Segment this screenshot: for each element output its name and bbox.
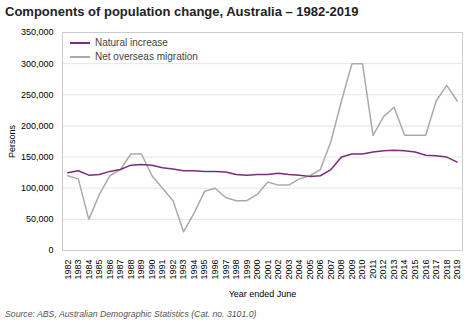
svg-text:1985: 1985 bbox=[94, 260, 104, 280]
html-text:Natural increase: Natural increase bbox=[95, 37, 168, 48]
svg-text:2002: 2002 bbox=[273, 260, 283, 280]
svg-text:150,000: 150,000 bbox=[21, 152, 54, 162]
svg-text:2006: 2006 bbox=[315, 260, 325, 280]
svg-text:50,000: 50,000 bbox=[26, 214, 54, 224]
svg-text:0: 0 bbox=[48, 245, 53, 255]
svg-text:300,000: 300,000 bbox=[21, 59, 54, 69]
svg-text:2018: 2018 bbox=[442, 260, 452, 280]
svg-text:2000: 2000 bbox=[252, 260, 262, 280]
svg-text:2004: 2004 bbox=[294, 260, 304, 280]
svg-text:2010: 2010 bbox=[357, 260, 367, 280]
svg-text:Year ended June: Year ended June bbox=[229, 289, 297, 299]
svg-text:1997: 1997 bbox=[221, 260, 231, 280]
svg-text:350,000: 350,000 bbox=[21, 27, 54, 37]
svg-text:1984: 1984 bbox=[84, 260, 94, 280]
svg-text:1991: 1991 bbox=[157, 260, 167, 280]
svg-text:2007: 2007 bbox=[326, 260, 336, 280]
svg-text:2005: 2005 bbox=[305, 260, 315, 280]
svg-text:2013: 2013 bbox=[389, 260, 399, 280]
html-text:Source: ABS, Australian Demogr: Source: ABS, Australian Demographic Stat… bbox=[5, 309, 257, 319]
svg-text:2015: 2015 bbox=[410, 260, 420, 280]
svg-text:1988: 1988 bbox=[126, 260, 136, 280]
svg-text:2019: 2019 bbox=[452, 260, 462, 280]
svg-text:1992: 1992 bbox=[168, 260, 178, 280]
svg-text:2003: 2003 bbox=[284, 260, 294, 280]
svg-text:2012: 2012 bbox=[378, 260, 388, 280]
svg-text:2008: 2008 bbox=[336, 260, 346, 280]
html-text:Components of population chang: Components of population change, Austral… bbox=[5, 4, 359, 19]
svg-text:1995: 1995 bbox=[199, 260, 209, 280]
svg-text:2001: 2001 bbox=[263, 260, 273, 280]
svg-text:1998: 1998 bbox=[231, 260, 241, 280]
svg-text:2014: 2014 bbox=[399, 260, 409, 280]
svg-text:2016: 2016 bbox=[421, 260, 431, 280]
svg-text:Persons: Persons bbox=[7, 124, 17, 158]
svg-text:100,000: 100,000 bbox=[21, 183, 54, 193]
html-text:Net overseas migration: Net overseas migration bbox=[95, 51, 198, 62]
svg-text:2011: 2011 bbox=[368, 260, 378, 279]
svg-text:1986: 1986 bbox=[105, 260, 115, 280]
svg-text:2017: 2017 bbox=[431, 260, 441, 280]
svg-text:1996: 1996 bbox=[210, 260, 220, 280]
svg-text:1983: 1983 bbox=[73, 260, 83, 280]
svg-text:1999: 1999 bbox=[242, 260, 252, 280]
svg-text:1987: 1987 bbox=[115, 260, 125, 280]
svg-text:250,000: 250,000 bbox=[21, 90, 54, 100]
svg-text:1994: 1994 bbox=[189, 260, 199, 280]
svg-text:1989: 1989 bbox=[136, 260, 146, 280]
svg-text:2009: 2009 bbox=[347, 260, 357, 280]
svg-text:1993: 1993 bbox=[178, 260, 188, 280]
svg-text:1982: 1982 bbox=[63, 260, 73, 280]
svg-text:1990: 1990 bbox=[147, 260, 157, 280]
svg-text:200,000: 200,000 bbox=[21, 121, 54, 131]
